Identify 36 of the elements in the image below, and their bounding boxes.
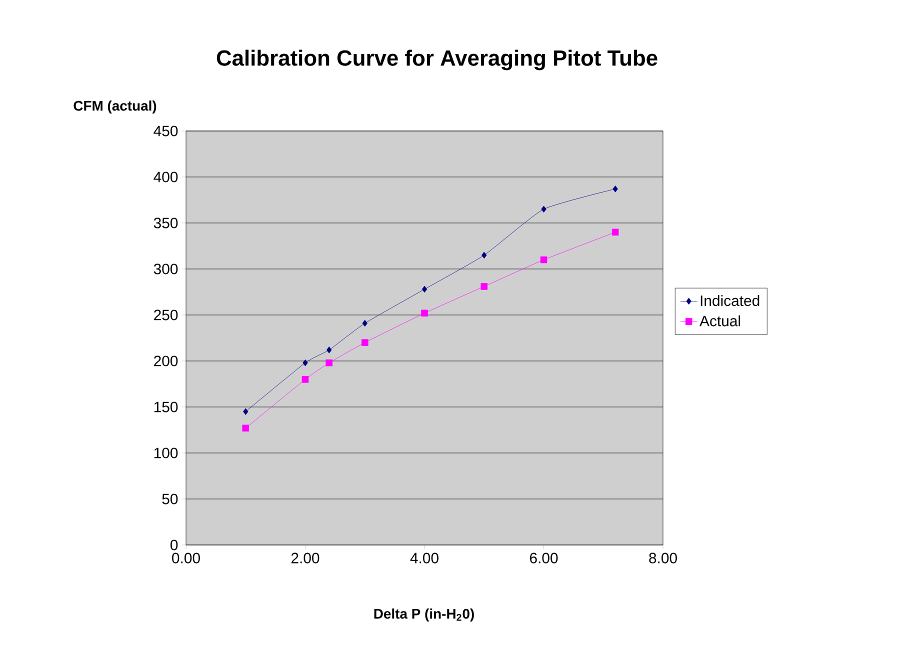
- x-axis-title: Delta P (in-H$_{2}$0): [374, 608, 474, 622]
- y-tick-label: 450: [154, 126, 178, 136]
- point: [422, 286, 428, 293]
- y-tick-label: 350: [154, 218, 178, 228]
- point: [612, 228, 619, 236]
- point: [326, 359, 332, 366]
- point: [302, 359, 308, 366]
- x-tick-label: 2.00: [291, 552, 320, 564]
- x-tick-label: 0.00: [172, 552, 200, 564]
- y-axis-title: CFM (actual): [74, 100, 156, 114]
- x-tick-label: 4.00: [410, 552, 438, 564]
- x-tick-label: 8.00: [649, 552, 677, 564]
- y-tick-label: 200: [154, 356, 178, 366]
- point: [361, 339, 368, 346]
- y-tick-label: 400: [154, 172, 178, 182]
- point: [540, 256, 548, 264]
- point: [612, 186, 618, 192]
- point: [326, 346, 332, 354]
- point: [482, 252, 487, 259]
- y-tick-label: 50: [162, 494, 178, 504]
- y-tick-label: 100: [154, 448, 178, 458]
- point: [243, 408, 248, 415]
- point: [421, 310, 428, 317]
- chart-title: Calibration Curve for Averaging Pitot Tube: [216, 50, 658, 70]
- point: [362, 320, 368, 327]
- point: [242, 424, 250, 432]
- point: [480, 283, 488, 290]
- y-tick-label: 300: [154, 264, 178, 274]
- y-tick-label: 0: [170, 540, 178, 550]
- y-tick-label: 150: [154, 402, 178, 412]
- x-tick-label: 6.00: [530, 552, 558, 564]
- legend-label: Actual: [700, 315, 740, 326]
- point: [541, 206, 546, 213]
- point: [302, 376, 309, 383]
- legend-label: Indicated: [700, 295, 760, 306]
- y-tick-label: 250: [154, 310, 178, 320]
